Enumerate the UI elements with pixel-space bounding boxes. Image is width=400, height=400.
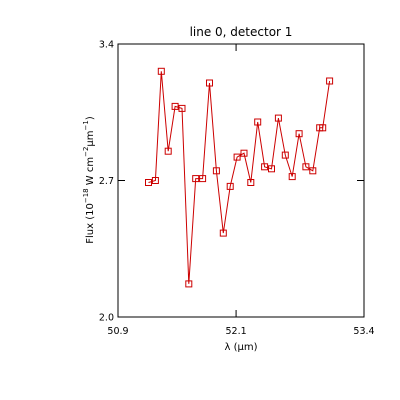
data-point-marker: [240, 149, 248, 157]
data-point-marker: [295, 130, 303, 138]
data-point-marker: [247, 179, 255, 186]
data-point-marker: [157, 67, 165, 75]
x-tick-label: 53.4: [353, 326, 374, 337]
data-point-marker: [302, 163, 310, 171]
x-axis-title-suffix: ): [254, 342, 258, 353]
data-point-marker: [178, 104, 186, 112]
y-axis-title-exp3: −1: [82, 120, 90, 130]
data-point-marker: [192, 175, 200, 183]
y-axis-title-exp1: −18: [82, 188, 90, 203]
y-tick-label: 2.0: [99, 313, 114, 324]
x-axis-title: λ (μm): [224, 342, 257, 353]
y-axis-title: Flux (10−18 W cm−2μm−1): [82, 116, 96, 244]
y-axis-title-middle: W cm: [85, 157, 96, 188]
data-point-marker: [226, 182, 234, 190]
data-point-marker: [171, 102, 179, 110]
data-point-marker: [281, 151, 289, 159]
chart-title: line 0, detector 1: [190, 25, 293, 39]
data-point-marker: [233, 153, 241, 161]
data-point-marker: [145, 179, 152, 186]
axes-layer: 50.9 52.1 53.4 2.0 2.7 3.4: [99, 40, 375, 338]
data-point-marker: [212, 167, 220, 175]
data-point-marker: [151, 177, 159, 184]
y-tick-label: 3.4: [99, 40, 114, 51]
data-point-marker: [288, 173, 296, 181]
series-layer: [145, 67, 334, 288]
y-axis-title-suffix: ): [85, 116, 96, 120]
y-axis-title-exp2: −2: [82, 147, 90, 157]
data-point-marker: [319, 124, 327, 132]
x-tick-label: 52.1: [226, 326, 247, 337]
data-point-marker: [261, 163, 269, 171]
y-axis-title-prefix: Flux (10: [85, 203, 96, 244]
data-point-marker: [326, 77, 334, 85]
x-axis-title-unit: μm: [237, 342, 253, 353]
x-axis-title-prefix: λ (: [224, 342, 237, 353]
data-point-marker: [219, 229, 227, 237]
data-point-marker: [206, 79, 213, 87]
data-point-marker: [185, 280, 193, 288]
y-tick-label: 2.7: [99, 176, 114, 187]
data-point-marker: [199, 175, 207, 183]
data-point-marker: [309, 167, 317, 175]
x-tick-label: 50.9: [107, 326, 128, 337]
data-point-marker: [164, 147, 172, 155]
y-axis-title-unit: μm: [85, 130, 96, 146]
data-point-marker: [274, 114, 282, 122]
data-point-marker: [254, 118, 262, 126]
data-point-marker: [268, 165, 275, 173]
